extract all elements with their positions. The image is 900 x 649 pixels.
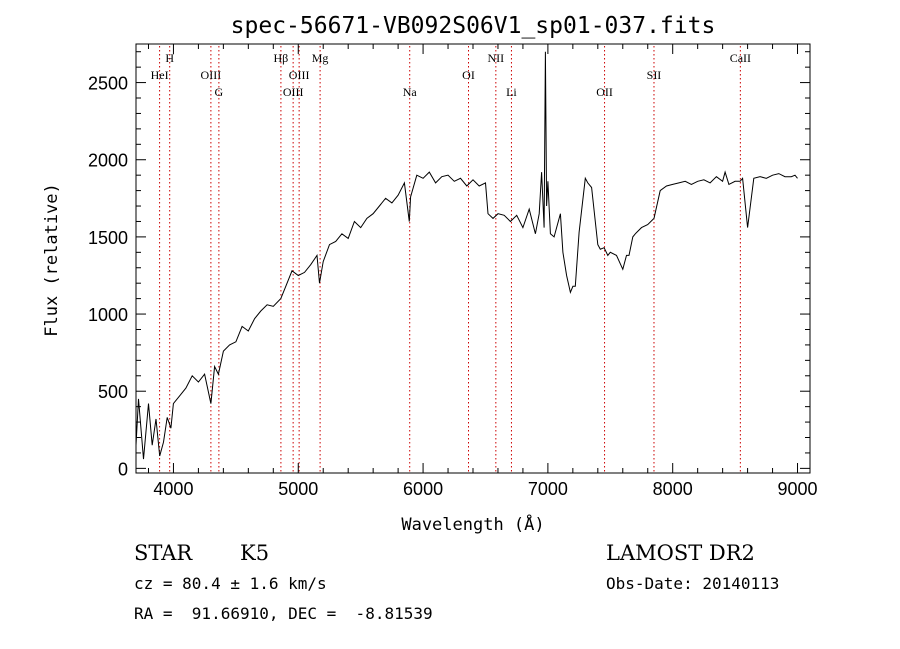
spectral-line-label: Mg [312,51,329,65]
observation-date: Obs-Date: 20140113 [606,574,780,593]
object-subclass: K5 [240,541,270,565]
y-tick-label: 2000 [88,151,128,171]
y-tick-label: 1500 [88,228,128,248]
y-tick-label: 0 [118,459,128,479]
spectral-line-label: OIII [201,68,222,82]
spectral-line-label: CaII [730,51,751,65]
redshift-readout: cz = 80.4 ± 1.6 km/s [134,574,327,593]
plot-frame [135,43,811,474]
y-axis-label: Flux (relative) [42,183,62,337]
x-tick-label: 7000 [528,479,568,499]
coordinates-readout: RA = 91.66910, DEC = -8.81539 [134,604,433,623]
spectral-line-label: Hβ [274,51,289,65]
spectral-line-label: OIII [283,85,304,99]
y-tick-label: 1000 [88,305,128,325]
spectral-line-label: Na [403,85,418,99]
y-tick-label: 2500 [88,74,128,94]
spectral-line-label: HeI [151,68,169,82]
object-type: STAR [134,541,193,565]
spectral-line-label: SII [647,68,662,82]
spectral-line-label: H [165,51,174,65]
spectral-line-label: OI [462,68,475,82]
spectral-line-label: OIII [289,68,310,82]
spectral-line-label: NII [488,51,505,65]
x-axis-label: Wavelength (Å) [401,513,544,535]
x-tick-label: 6000 [403,479,443,499]
spectrum-line [135,51,798,460]
x-tick-label: 5000 [278,479,318,499]
axis-ticks: 4000 5000 6000 7000 8000 9000 0 500 1000 1500 2000… [88,44,818,499]
survey-name: LAMOST DR2 [606,541,755,565]
spectral-line-label: OII [596,85,613,99]
x-tick-label: 8000 [653,479,693,499]
x-tick-label: 9000 [777,479,817,499]
chart-title: spec-56671-VB092S06V1_sp01-037.fits [231,13,716,39]
y-tick-label: 500 [98,382,128,402]
x-tick-label: 4000 [153,479,193,499]
spectral-line-label: G [215,85,224,99]
spectral-line-label: Li [506,85,517,99]
